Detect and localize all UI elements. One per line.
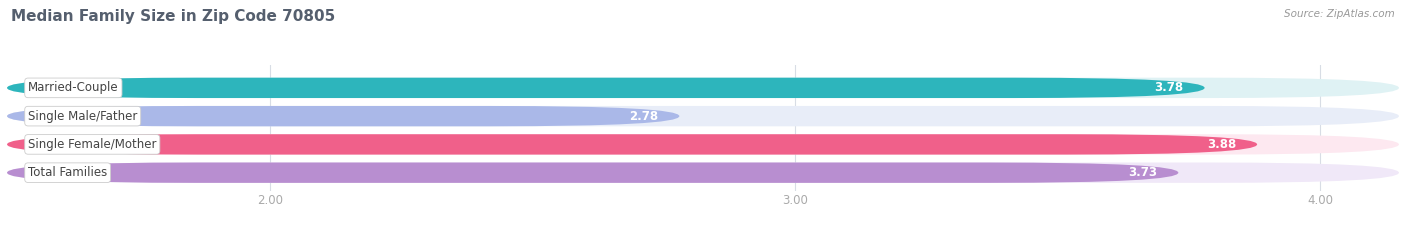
FancyBboxPatch shape [7,78,1205,98]
Text: Median Family Size in Zip Code 70805: Median Family Size in Zip Code 70805 [11,9,336,24]
FancyBboxPatch shape [7,106,679,126]
FancyBboxPatch shape [7,162,1399,183]
Text: 2.78: 2.78 [630,110,658,123]
Text: Single Female/Mother: Single Female/Mother [28,138,156,151]
Text: 3.78: 3.78 [1154,81,1184,94]
Text: 3.73: 3.73 [1129,166,1157,179]
FancyBboxPatch shape [7,134,1399,154]
Text: Source: ZipAtlas.com: Source: ZipAtlas.com [1284,9,1395,19]
FancyBboxPatch shape [7,78,1399,98]
FancyBboxPatch shape [7,106,1399,126]
Text: Married-Couple: Married-Couple [28,81,118,94]
Text: 3.88: 3.88 [1206,138,1236,151]
FancyBboxPatch shape [7,134,1257,154]
Text: Total Families: Total Families [28,166,107,179]
FancyBboxPatch shape [7,162,1178,183]
Text: Single Male/Father: Single Male/Father [28,110,138,123]
